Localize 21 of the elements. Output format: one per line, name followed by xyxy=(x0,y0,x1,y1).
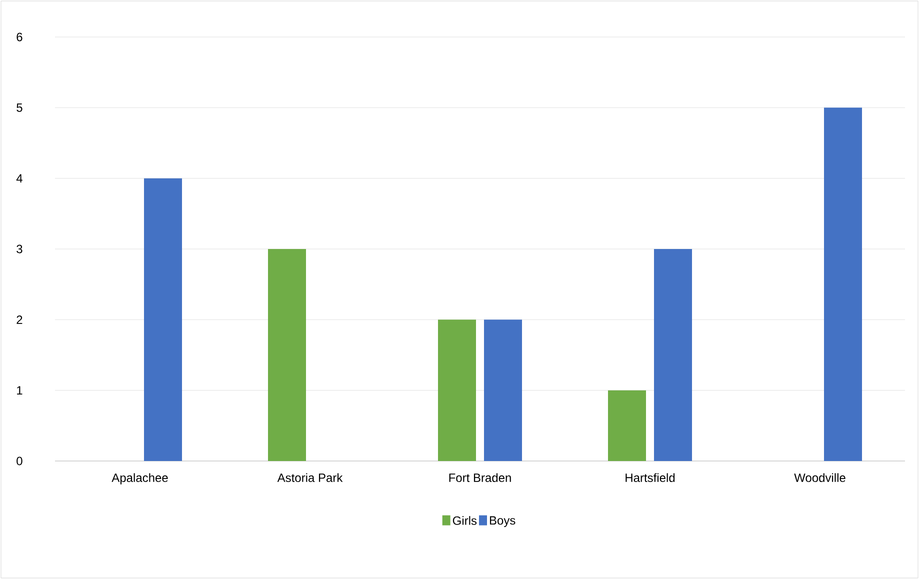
x-tick-label: Fort Braden xyxy=(449,473,511,482)
bar xyxy=(824,108,862,461)
y-tick-label: 6 xyxy=(16,32,22,42)
y-tick-label: 3 xyxy=(16,244,22,254)
bar xyxy=(484,320,522,461)
y-tick-label: 5 xyxy=(16,103,22,112)
legend-label: Boys xyxy=(490,516,516,528)
x-tick-label: Woodville xyxy=(794,473,846,482)
y-tick-label: 2 xyxy=(16,315,22,324)
y-tick-label: 0 xyxy=(16,456,22,466)
x-tick-label: Hartsfield xyxy=(626,473,675,482)
bar xyxy=(608,390,646,461)
bar xyxy=(268,249,306,461)
y-tick-label: 1 xyxy=(17,386,22,394)
bar xyxy=(144,178,182,461)
x-tick-label: Astoria Park xyxy=(277,473,343,482)
y-tick-label: 4 xyxy=(16,174,22,182)
x-tick-label: Apalachee xyxy=(112,473,168,484)
legend-label: Girls xyxy=(452,516,477,525)
bar xyxy=(438,320,476,461)
bar xyxy=(654,249,692,461)
